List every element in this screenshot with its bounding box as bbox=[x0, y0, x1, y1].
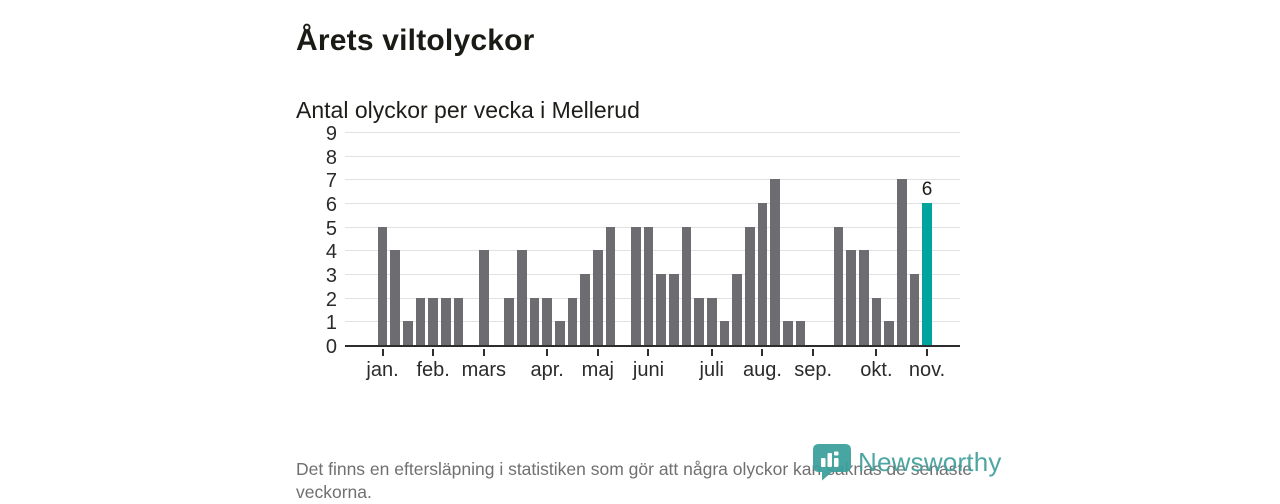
x-tick-nov bbox=[926, 349, 928, 356]
gridline-y6 bbox=[345, 203, 960, 204]
gridline-y8 bbox=[345, 156, 960, 157]
y-axis-label-7: 7 bbox=[300, 169, 337, 193]
bar-week-27 bbox=[707, 298, 717, 345]
x-axis-label-sep: sep. bbox=[778, 359, 848, 382]
gridline-y9 bbox=[345, 132, 960, 133]
x-axis-label-nov: nov. bbox=[892, 359, 962, 382]
bar-week-1 bbox=[378, 227, 388, 345]
bar-week-15 bbox=[555, 321, 565, 345]
bar-week-44 bbox=[922, 203, 932, 345]
x-tick-apr bbox=[546, 349, 548, 356]
page-title: Årets viltolyckor bbox=[296, 24, 535, 58]
bar-week-14 bbox=[542, 298, 552, 345]
chart-subtitle: Antal olyckor per vecka i Mellerud bbox=[296, 97, 640, 124]
bar-week-37 bbox=[834, 227, 844, 345]
bar-week-32 bbox=[770, 179, 780, 345]
bar-week-13 bbox=[530, 298, 540, 345]
bar-week-39 bbox=[859, 250, 869, 345]
x-axis-label-juni: juni bbox=[613, 359, 683, 382]
plot-area: 6 bbox=[345, 134, 960, 347]
x-tick-jan bbox=[382, 349, 384, 356]
bar-week-12 bbox=[517, 250, 527, 345]
x-tick-maj bbox=[597, 349, 599, 356]
bar-week-29 bbox=[732, 274, 742, 345]
bar-week-11 bbox=[504, 298, 514, 345]
bar-week-7 bbox=[454, 298, 464, 345]
y-axis-label-3: 3 bbox=[300, 264, 337, 288]
y-axis-label-8: 8 bbox=[300, 146, 337, 170]
bar-week-4 bbox=[416, 298, 426, 345]
newsworthy-logo: Newsworthy bbox=[812, 443, 1002, 481]
bar-week-28 bbox=[720, 321, 730, 345]
bar-week-9 bbox=[479, 250, 489, 345]
bar-week-19 bbox=[606, 227, 616, 345]
bar-week-34 bbox=[796, 321, 806, 345]
newsworthy-logo-text: Newsworthy bbox=[858, 447, 1002, 478]
bar-week-18 bbox=[593, 250, 603, 345]
x-tick-aug bbox=[761, 349, 763, 356]
y-axis-label-6: 6 bbox=[300, 193, 337, 217]
y-axis-label-5: 5 bbox=[300, 217, 337, 241]
bar-week-6 bbox=[441, 298, 451, 345]
bar-week-41 bbox=[884, 321, 894, 345]
y-axis-label-0: 0 bbox=[300, 335, 337, 359]
y-axis-label-1: 1 bbox=[300, 311, 337, 335]
bar-week-5 bbox=[428, 298, 438, 345]
bar-week-42 bbox=[897, 179, 907, 345]
bar-week-38 bbox=[846, 250, 856, 345]
bar-week-16 bbox=[568, 298, 578, 345]
bar-week-2 bbox=[390, 250, 400, 345]
bar-week-30 bbox=[745, 227, 755, 345]
x-tick-mars bbox=[483, 349, 485, 356]
y-axis-label-4: 4 bbox=[300, 240, 337, 264]
x-tick-juni bbox=[647, 349, 649, 356]
y-axis-label-2: 2 bbox=[300, 288, 337, 312]
bar-week-22 bbox=[644, 227, 654, 345]
bar-week-24 bbox=[669, 274, 679, 345]
newsworthy-logo-icon bbox=[812, 443, 852, 481]
x-tick-sep bbox=[812, 349, 814, 356]
bar-week-26 bbox=[694, 298, 704, 345]
x-tick-feb bbox=[432, 349, 434, 356]
bar-week-40 bbox=[872, 298, 882, 345]
bar-week-3 bbox=[403, 321, 413, 345]
bar-week-33 bbox=[783, 321, 793, 345]
bar-week-17 bbox=[580, 274, 590, 345]
bar-week-31 bbox=[758, 203, 768, 345]
last-bar-value-label: 6 bbox=[912, 178, 942, 202]
x-tick-okt bbox=[875, 349, 877, 356]
bar-week-25 bbox=[682, 227, 692, 345]
gridline-y7 bbox=[345, 179, 960, 180]
x-axis-label-mars: mars bbox=[449, 359, 519, 382]
y-axis-label-9: 9 bbox=[300, 122, 337, 146]
bar-week-23 bbox=[656, 274, 666, 345]
bar-week-21 bbox=[631, 227, 641, 345]
bar-week-43 bbox=[910, 274, 920, 345]
x-tick-juli bbox=[711, 349, 713, 356]
